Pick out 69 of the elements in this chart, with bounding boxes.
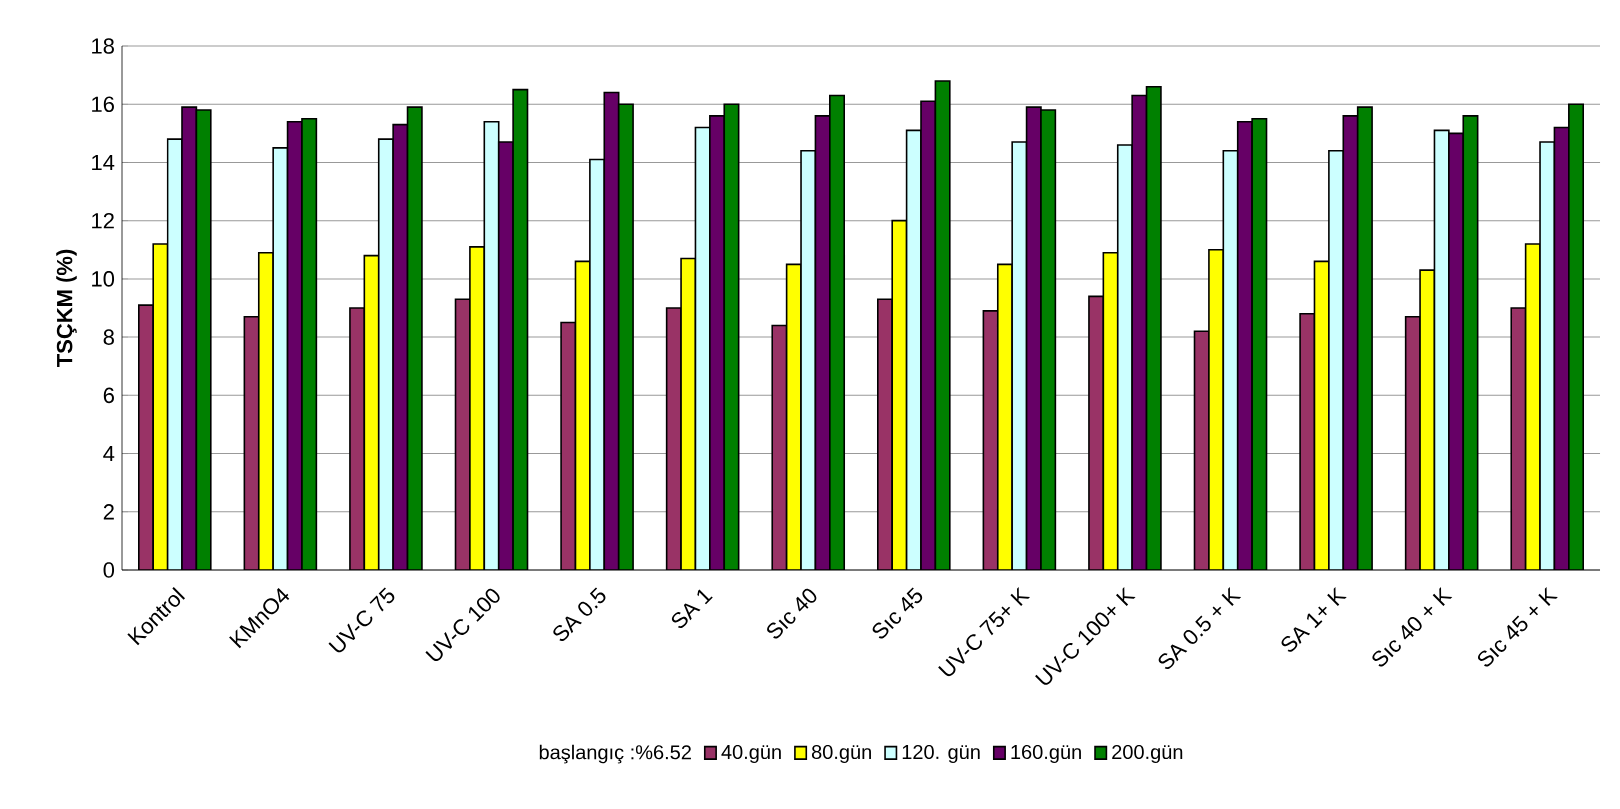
legend-label: 40.gün bbox=[721, 744, 781, 764]
bar bbox=[1419, 269, 1436, 570]
bar bbox=[195, 109, 212, 570]
bar bbox=[814, 115, 831, 570]
bar bbox=[1208, 248, 1225, 570]
y-tick-label: 12 bbox=[92, 213, 114, 229]
bar bbox=[574, 260, 591, 570]
bar bbox=[1356, 106, 1373, 570]
y-tick-label: 10 bbox=[92, 271, 115, 287]
bar bbox=[1040, 109, 1057, 570]
legend-label: 120. gün bbox=[902, 744, 980, 764]
y-tick-label: 0 bbox=[103, 562, 115, 578]
bar bbox=[286, 120, 303, 570]
bar bbox=[617, 103, 634, 570]
bar bbox=[1313, 260, 1330, 570]
bar bbox=[1251, 117, 1268, 570]
bar bbox=[301, 117, 318, 570]
legend-label: 200.gün bbox=[1112, 744, 1183, 764]
y-tick-label: 4 bbox=[103, 446, 115, 462]
y-tick-label: 6 bbox=[103, 387, 114, 404]
y-tick-label: 8 bbox=[103, 329, 114, 345]
bar bbox=[469, 246, 486, 570]
y-tick-label: 16 bbox=[92, 96, 114, 113]
bar bbox=[1025, 106, 1042, 570]
y-tick-label: 14 bbox=[92, 154, 115, 171]
bar bbox=[603, 91, 620, 570]
y-tick-label: 18 bbox=[92, 38, 114, 54]
bar bbox=[680, 257, 697, 570]
bar bbox=[406, 106, 423, 570]
bar bbox=[181, 106, 198, 570]
x-tick-label: SA 1 bbox=[671, 589, 713, 629]
bar bbox=[1553, 126, 1570, 570]
y-tick-label: 2 bbox=[103, 504, 114, 520]
x-tick-label: SA 0.5 bbox=[553, 587, 606, 642]
bar bbox=[1510, 307, 1527, 570]
bar bbox=[665, 307, 682, 570]
bar bbox=[920, 100, 937, 570]
bar bbox=[1088, 295, 1105, 570]
legend-label: 80.gün bbox=[811, 744, 871, 764]
bar bbox=[1342, 115, 1359, 570]
bar bbox=[392, 123, 409, 570]
legend-label: 160.gün bbox=[1011, 744, 1081, 764]
bar bbox=[723, 103, 740, 570]
x-tick-label: Sıc 45 + K bbox=[1477, 586, 1558, 667]
bar bbox=[1462, 115, 1479, 570]
bar bbox=[1131, 94, 1148, 570]
bar bbox=[771, 324, 788, 570]
bar bbox=[785, 263, 802, 570]
bar bbox=[982, 310, 999, 570]
y-axis-title: TSÇKM (%) bbox=[56, 249, 77, 368]
bar bbox=[934, 80, 951, 570]
bar bbox=[1102, 251, 1119, 570]
x-tick-label: SA 0.5 + K bbox=[1158, 586, 1242, 670]
bar bbox=[349, 307, 366, 570]
bar bbox=[512, 88, 529, 570]
bar bbox=[1193, 330, 1210, 570]
bar bbox=[1524, 243, 1541, 570]
bar bbox=[363, 254, 380, 570]
x-tick-label: Sıc 45 bbox=[872, 587, 923, 639]
bar bbox=[1299, 313, 1316, 570]
x-tick-label: Sıc 40 + K bbox=[1372, 586, 1453, 667]
bar bbox=[1145, 85, 1162, 570]
x-tick-label: SA 1+ K bbox=[1281, 586, 1347, 652]
legend-title: başlangıç :%6.52 bbox=[539, 744, 691, 764]
bar bbox=[891, 219, 908, 570]
bar bbox=[152, 243, 169, 570]
bar bbox=[560, 321, 577, 570]
x-tick-label: Sıc 40 bbox=[767, 588, 817, 639]
bar bbox=[454, 298, 471, 570]
